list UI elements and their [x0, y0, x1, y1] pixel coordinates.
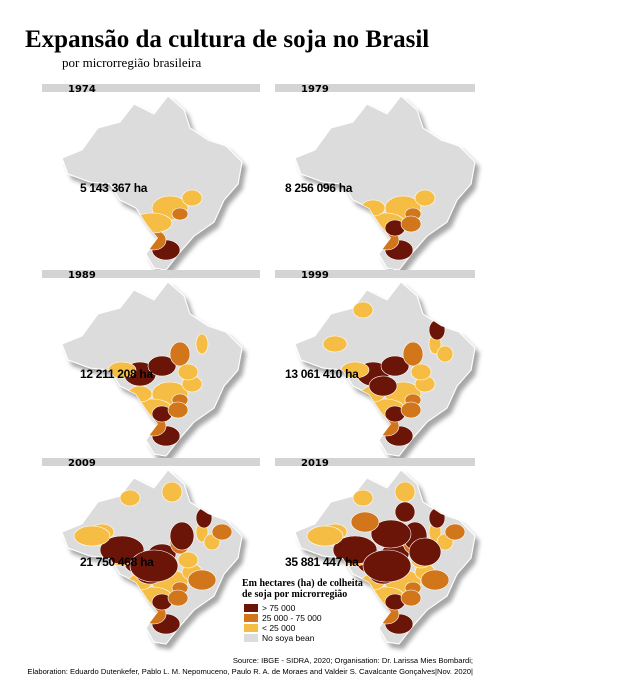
year-bar [275, 458, 475, 466]
soy-region [171, 207, 189, 221]
soy-region [394, 501, 416, 523]
soy-region [352, 489, 374, 507]
soy-region [147, 355, 177, 377]
soy-region [350, 511, 380, 533]
year-label: 1999 [301, 270, 329, 281]
harvest-area: 5 143 367 ha [80, 181, 148, 195]
legend-swatch [244, 614, 258, 622]
map-panel: 1999 13 061 410 ha [275, 270, 476, 457]
title: Expansão da cultura de soja no Brasil [25, 26, 429, 53]
soy-region [99, 535, 145, 565]
source: Source: IBGE - SIDRA, 2020; Organisation… [233, 656, 473, 665]
map-panel: 1974 5 143 367 ha [42, 84, 260, 271]
harvest-area: 13 061 410 ha [285, 367, 359, 381]
credits: Elaboration: Eduardo Dutenkefer, Pablo L… [27, 667, 473, 676]
legend-label: 25 000 - 75 000 [262, 613, 322, 623]
soy-region [436, 345, 454, 363]
soy-region [414, 189, 436, 207]
soy-region [211, 523, 233, 541]
harvest-area: 8 256 096 ha [285, 181, 353, 195]
year-label: 1979 [301, 84, 329, 95]
soy-region [187, 569, 217, 591]
harvest-area: 35 881 447 ha [285, 555, 359, 569]
legend-label: > 75 000 [262, 603, 296, 613]
legend-swatch [244, 604, 258, 612]
soy-region [131, 212, 173, 234]
year-label: 2009 [68, 458, 96, 469]
harvest-area: 21 750 468 ha [80, 555, 154, 569]
soy-region [368, 375, 398, 397]
map-panel: 1979 8 256 096 ha [275, 84, 476, 271]
soy-region [400, 215, 422, 233]
soy-region [73, 525, 111, 547]
soy-region [177, 551, 199, 569]
soy-region [410, 363, 432, 381]
soy-region [360, 199, 386, 217]
brazil-map [61, 469, 243, 645]
year-bar [275, 270, 475, 278]
harvest-area: 12 211 208 ha [80, 367, 153, 381]
soy-region [380, 355, 410, 377]
soy-region [167, 589, 189, 607]
soy-region [352, 301, 374, 319]
soy-region [332, 535, 378, 565]
legend-label: < 25 000 [262, 623, 296, 633]
soy-region [129, 549, 179, 583]
soy-region [195, 333, 209, 355]
legend-label: No soya bean [262, 633, 315, 643]
year-label: 2019 [301, 458, 329, 469]
soy-region [420, 569, 450, 591]
soy-region [362, 549, 412, 583]
soy-region [402, 341, 424, 367]
soy-region [169, 341, 191, 367]
year-bar [275, 84, 475, 92]
soy-region [169, 521, 195, 551]
year-bar [42, 270, 260, 278]
soy-areas [73, 481, 233, 635]
legend-swatch [244, 634, 258, 642]
soy-region [127, 385, 153, 403]
soy-region [181, 189, 203, 207]
soy-areas [306, 481, 466, 635]
soy-region [177, 363, 199, 381]
soy-region [400, 401, 422, 419]
subtitle: por microrregião brasileira [62, 55, 202, 70]
panels: 1974 5 143 367 ha 1979 8 256 096 ha 1989 12 2… [42, 84, 476, 645]
soy-region [400, 589, 422, 607]
year-label: 1974 [68, 84, 96, 95]
legend-swatch [244, 624, 258, 632]
brazil-map [294, 469, 476, 645]
map-panel: 2019 35 881 447 ha [275, 458, 476, 645]
map-panel: 1989 12 211 208 ha [42, 270, 260, 457]
soy-region [119, 489, 141, 507]
year-bar [42, 84, 260, 92]
soy-region [167, 401, 189, 419]
legend-title: Em hectares (ha) de colheita [242, 578, 363, 589]
year-bar [42, 458, 260, 466]
soy-region [161, 481, 183, 503]
soy-region [444, 523, 466, 541]
year-label: 1989 [68, 270, 96, 281]
soy-region [394, 481, 416, 503]
soy-region [322, 335, 348, 353]
soy-region [408, 537, 442, 567]
map-panel: 2009 21 750 468 ha [42, 458, 260, 645]
legend-title: de soja por microrregião [242, 589, 347, 600]
soy-region [370, 519, 412, 549]
soy-region [306, 525, 344, 547]
